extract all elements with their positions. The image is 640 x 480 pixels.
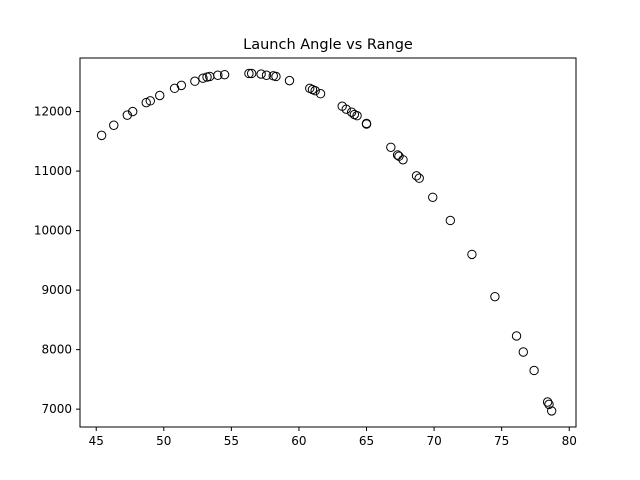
data-point (428, 192, 438, 202)
data-point (414, 173, 424, 183)
y-tick-label: 8000 (41, 343, 72, 357)
data-point (315, 89, 326, 99)
data-point (109, 120, 119, 130)
plot-frame (79, 57, 577, 428)
y-tick-label: 10000 (34, 224, 72, 238)
x-tick-label: 75 (494, 434, 509, 448)
data-point (467, 249, 477, 260)
data-point (352, 111, 362, 121)
data-point (445, 215, 456, 226)
x-tick-label: 70 (426, 434, 441, 448)
data-points (96, 68, 557, 416)
data-point (128, 106, 138, 117)
plot-area (79, 57, 577, 428)
data-point (219, 69, 230, 80)
chart-title: Launch Angle vs Range (243, 37, 413, 53)
data-point (392, 150, 403, 160)
data-point (176, 80, 187, 91)
data-point (244, 68, 254, 79)
data-point (261, 70, 272, 80)
data-point (96, 130, 107, 141)
data-point (190, 76, 200, 86)
data-point (141, 97, 151, 108)
x-tick-label: 65 (359, 434, 374, 448)
data-point (122, 110, 133, 120)
data-point (256, 69, 266, 79)
x-tick-label: 55 (224, 434, 239, 448)
data-point (284, 75, 295, 86)
y-tick-label: 9000 (41, 283, 72, 297)
data-point (346, 107, 357, 117)
y-tick-label: 12000 (34, 105, 72, 119)
data-point (310, 86, 320, 96)
data-point (386, 142, 396, 152)
data-point (398, 155, 408, 165)
data-point (361, 119, 372, 129)
data-point (246, 68, 257, 79)
data-point (544, 399, 554, 410)
data-point (213, 70, 223, 80)
data-point (271, 71, 281, 82)
y-axis: 7000 8000 9000 10000 11000 12000 (34, 105, 80, 416)
data-point (542, 397, 553, 407)
data-point (518, 347, 528, 357)
data-point (198, 73, 208, 83)
x-axis: 45 50 55 60 65 70 75 80 (89, 427, 577, 448)
data-point (546, 406, 557, 416)
x-tick-label: 80 (562, 434, 577, 448)
x-tick-label: 60 (291, 434, 306, 448)
data-point (145, 96, 155, 106)
data-point (529, 365, 539, 376)
y-tick-label: 7000 (41, 402, 72, 416)
x-tick-label: 45 (89, 434, 104, 448)
x-tick-label: 50 (156, 434, 171, 448)
data-point (490, 291, 500, 302)
data-point (341, 104, 351, 114)
y-tick-label: 11000 (34, 164, 72, 178)
data-point (155, 90, 165, 101)
data-point (411, 171, 422, 181)
data-point (511, 331, 522, 341)
